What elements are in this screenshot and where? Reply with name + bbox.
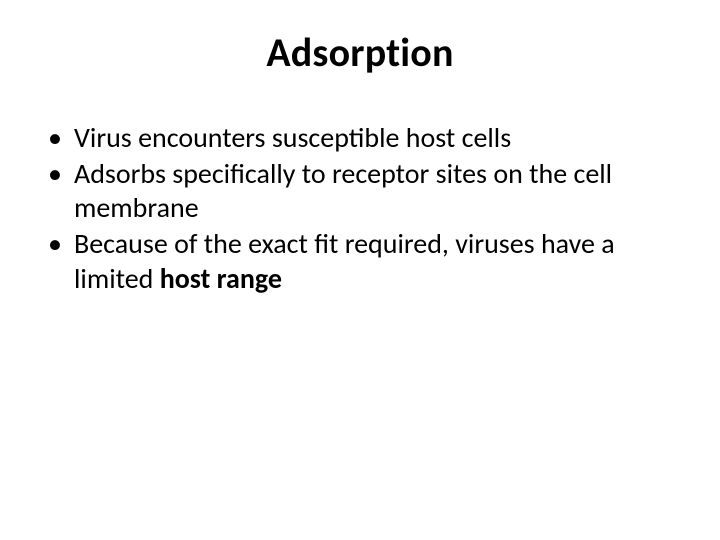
- bullet-text: Adsorbs specifically to receptor sites o…: [74, 156, 612, 225]
- slide-title: Adsorption: [40, 28, 680, 77]
- bullet-text-bold: host range: [160, 261, 282, 296]
- bullet-text-prefix: Because of the exact fit required, virus…: [74, 226, 615, 295]
- bullet-item: Because of the exact fit required, virus…: [48, 227, 680, 295]
- bullet-item: Adsorbs specifically to receptor sites o…: [48, 157, 680, 225]
- bullet-text: Virus encounters susceptible host cells: [74, 120, 511, 155]
- bullet-list: Virus encounters susceptible host cells …: [40, 121, 680, 296]
- bullet-item: Virus encounters susceptible host cells: [48, 121, 680, 155]
- slide-container: Adsorption Virus encounters susceptible …: [0, 0, 720, 540]
